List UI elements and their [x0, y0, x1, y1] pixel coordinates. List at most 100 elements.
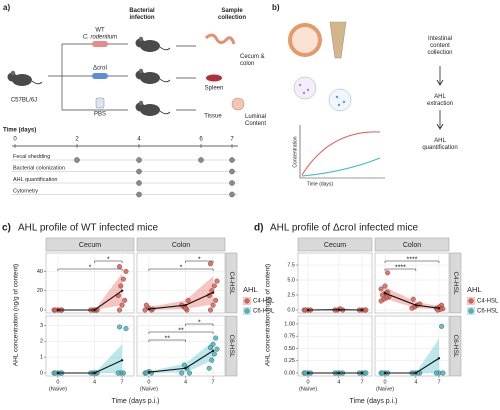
- section-title: Bacterial infection: [129, 8, 155, 21]
- mean-point: [306, 308, 310, 312]
- data-point: [207, 345, 213, 351]
- mean-point: [56, 371, 60, 375]
- data-point: [123, 326, 129, 332]
- panel-label: c): [2, 223, 11, 234]
- data-point: [214, 346, 220, 352]
- timeline-row-label: Fecal shedding: [13, 154, 50, 160]
- mean-point: [337, 371, 341, 375]
- x-tick-note: (Naïve): [376, 386, 394, 392]
- sig-label: *: [180, 264, 183, 271]
- data-point: [363, 370, 369, 376]
- legend-label: C4-HSL: [477, 299, 499, 305]
- x-tick-label: 4: [414, 379, 417, 385]
- mouse-icon: [135, 36, 171, 53]
- data-point: [363, 307, 369, 313]
- intestine-icon: [288, 23, 322, 57]
- mean-point: [120, 289, 124, 292]
- data-point: [116, 307, 122, 313]
- y-tick-label: 40: [37, 269, 43, 275]
- mean-point: [93, 308, 96, 312]
- x-tick-label: 0: [383, 379, 386, 385]
- group-name: WT: [95, 28, 105, 34]
- tube-icon: [329, 21, 347, 59]
- sig-label: *: [198, 256, 201, 263]
- sample-label: Spleen: [205, 86, 224, 92]
- facet-label: C6-HSL: [452, 334, 459, 358]
- data-point: [142, 307, 148, 313]
- chart-title: AHL profile of WT infected mice: [18, 223, 158, 234]
- dish-icon: [328, 88, 352, 112]
- legend-title: AHL: [467, 285, 482, 294]
- sig-bracket: [384, 268, 417, 271]
- timeline-dot: [136, 180, 142, 186]
- data-point: [183, 305, 189, 311]
- panel-a: a) Bacterial infection Sample collection C…: [3, 3, 266, 133]
- sig-label: ****: [407, 256, 418, 263]
- x-tick-note: (Naïve): [299, 386, 317, 392]
- data-point: [118, 283, 124, 289]
- mean-point: [360, 371, 364, 375]
- mean-point: [211, 291, 215, 294]
- y-tick-label: 3: [40, 323, 43, 329]
- data-point: [209, 357, 215, 363]
- x-tick-label: 4: [184, 379, 187, 385]
- timeline-tick-label: 7: [230, 137, 234, 143]
- mean-point: [337, 308, 341, 311]
- timeline-dot: [136, 157, 142, 163]
- data-point: [186, 370, 192, 376]
- legend-title: AHL: [243, 285, 258, 294]
- y-tick-label: 2: [40, 339, 43, 345]
- x-tick-label: 4: [337, 379, 340, 385]
- sig-bracket: [185, 260, 214, 263]
- y-tick-label: 0: [40, 307, 43, 313]
- timeline-dot: [136, 168, 142, 175]
- ribbon: [385, 287, 439, 310]
- sig-label: **: [178, 327, 184, 334]
- data-point: [213, 335, 219, 341]
- legend-symbol: [468, 298, 474, 304]
- data-point: [211, 351, 217, 357]
- x-tick-note: (Naïve): [140, 386, 158, 392]
- legend-label: C6-HSL: [477, 309, 499, 315]
- y-axis-title: AHL concentration (ng/g of content): [265, 264, 272, 366]
- y-tick-label: 5.0: [287, 277, 295, 283]
- mean-point: [383, 292, 387, 295]
- mean-point: [437, 357, 441, 360]
- y-tick-label: 0.0: [287, 307, 295, 313]
- timeline-dot: [198, 157, 204, 163]
- sig-label: ****: [395, 264, 406, 271]
- data-point: [378, 298, 384, 304]
- legend-symbol: [244, 308, 250, 314]
- facet-strip: [449, 252, 462, 314]
- mean-point: [383, 371, 387, 375]
- pbs-icon: [95, 97, 105, 109]
- x-tick-label: 7: [360, 379, 363, 385]
- sig-bracket: [384, 260, 440, 263]
- group-detail: C. rodentium: [83, 35, 117, 41]
- chart-title: AHL profile of ΔcroI infected mice: [270, 223, 418, 234]
- mean-point: [56, 308, 60, 312]
- mouse-icon: [7, 70, 43, 87]
- timeline-dot: [74, 157, 80, 163]
- timeline-tick-label: 6: [199, 137, 203, 143]
- x-tick-label: 0: [306, 379, 309, 385]
- data-point: [116, 324, 122, 330]
- y-tick-label: 0.50: [284, 346, 295, 352]
- gut-icon: [204, 33, 236, 45]
- panel-label: a): [3, 3, 10, 12]
- data-point: [410, 296, 416, 302]
- facet-label: Cecum: [324, 242, 346, 249]
- sig-label: *: [198, 319, 201, 326]
- bacteria-icon: [92, 73, 108, 79]
- axis-label: Concentration: [292, 136, 298, 167]
- ribbon: [148, 276, 214, 310]
- data-point: [119, 302, 125, 308]
- timeline-dot: [229, 157, 235, 163]
- sig-label: **: [165, 335, 171, 342]
- mouse-icon: [135, 100, 171, 117]
- spleen-icon: [206, 74, 222, 82]
- data-point: [206, 365, 212, 371]
- mean-point: [211, 349, 215, 352]
- ribbon: [57, 344, 123, 373]
